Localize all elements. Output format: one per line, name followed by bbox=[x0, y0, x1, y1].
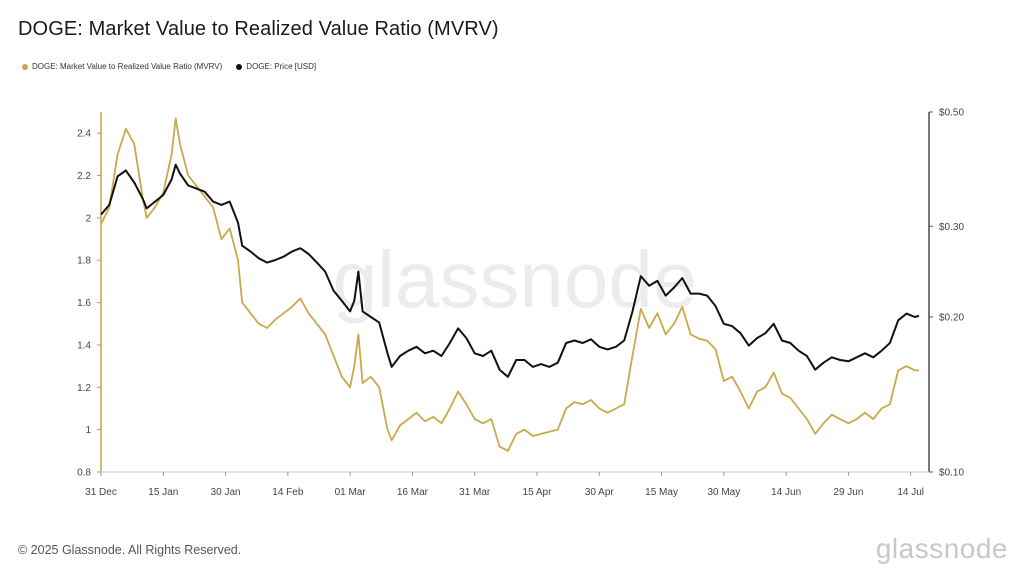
x-tick-label: 31 Dec bbox=[85, 487, 117, 498]
chart-title: DOGE: Market Value to Realized Value Rat… bbox=[18, 18, 499, 40]
chart-axes: 0.8 1 1.2 1.4 1.6 1.8 2 2.2 2.4 $0.10 $0.20 $0.30 $0… bbox=[77, 108, 964, 499]
x-tick-label: 15 Apr bbox=[523, 487, 553, 498]
left-tick-label: 1.8 bbox=[77, 256, 91, 267]
footer-brand-logo: glassnode bbox=[875, 533, 1008, 564]
right-tick-label: $0.30 bbox=[939, 222, 964, 233]
x-tick-label: 14 Feb bbox=[272, 487, 304, 498]
right-tick-label: $0.10 bbox=[939, 468, 964, 479]
right-tick-label: $0.20 bbox=[939, 312, 964, 323]
x-tick-label: 29 Jun bbox=[833, 487, 863, 498]
x-tick-label: 16 Mar bbox=[397, 487, 429, 498]
left-tick-label: 1.2 bbox=[77, 383, 91, 394]
footer-copyright: © 2025 Glassnode. All Rights Reserved. bbox=[18, 543, 242, 557]
legend-dot-price bbox=[236, 63, 243, 70]
legend-dot-mvrv bbox=[22, 63, 28, 70]
legend-label-mvrv: DOGE: Market Value to Realized Value Rat… bbox=[32, 62, 223, 71]
x-tick-label: 31 Mar bbox=[459, 487, 491, 498]
left-tick-label: 2.2 bbox=[77, 171, 91, 182]
x-tick-label: 15 May bbox=[645, 487, 678, 498]
left-tick-label: 2.4 bbox=[77, 129, 91, 140]
x-tick-label: 30 May bbox=[707, 487, 740, 498]
chart-legend: DOGE: Market Value to Realized Value Rat… bbox=[22, 62, 316, 71]
legend-item-mvrv[interactable]: DOGE: Market Value to Realized Value Rat… bbox=[22, 62, 222, 71]
left-tick-label: 2 bbox=[85, 213, 91, 224]
right-tick-label: $0.50 bbox=[939, 108, 964, 119]
x-tick-label: 14 Jul bbox=[897, 487, 924, 498]
left-tick-label: 1.6 bbox=[77, 298, 91, 309]
x-tick-label: 30 Jan bbox=[211, 487, 241, 498]
x-tick-label: 14 Jun bbox=[771, 487, 801, 498]
left-tick-label: 1.4 bbox=[77, 340, 91, 351]
x-tick-label: 01 Mar bbox=[335, 487, 367, 498]
series-line-mvrv bbox=[100, 117, 919, 452]
x-tick-label: 15 Jan bbox=[148, 487, 178, 498]
legend-label-price: DOGE: Price [USD] bbox=[246, 62, 317, 71]
series-line-price bbox=[100, 163, 920, 378]
x-tick-label: 30 Apr bbox=[585, 487, 615, 498]
chart-series bbox=[100, 117, 920, 452]
left-tick-label: 0.8 bbox=[77, 468, 91, 479]
watermark-text: glassnode bbox=[333, 235, 698, 324]
legend-item-price[interactable]: DOGE: Price [USD] bbox=[236, 62, 316, 71]
left-tick-label: 1 bbox=[85, 425, 91, 436]
